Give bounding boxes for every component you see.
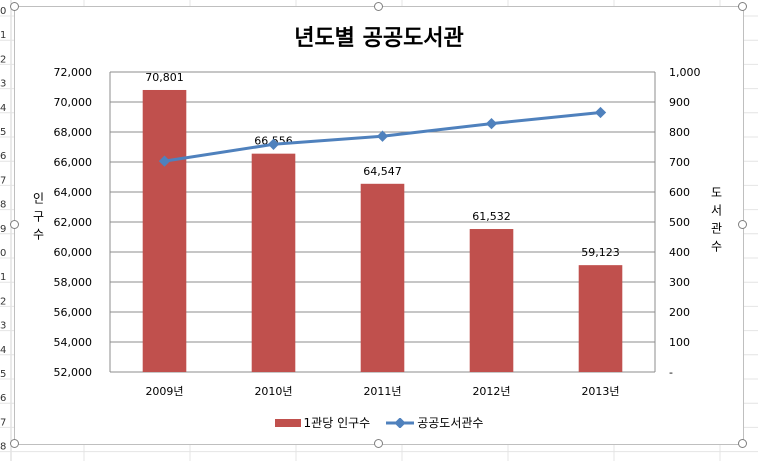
bar-data-label: 64,547 [363, 165, 402, 178]
legend-label-population: 1관당 인구수 [303, 416, 371, 430]
row-number: 7 [0, 175, 6, 186]
left-axis-tick-label: 68,000 [54, 126, 93, 139]
right-axis-title[interactable]: 도서관수 [709, 186, 723, 258]
right-axis-tick-label: 100 [669, 336, 690, 349]
row-number: 6 [0, 151, 6, 162]
left-axis-tick-label: 58,000 [54, 276, 93, 289]
legend-item-population[interactable]: 1관당 인구수 [274, 414, 371, 431]
legend-label-libraries: 공공도서관수 [417, 416, 484, 430]
left-axis-tick-label: 66,000 [54, 156, 93, 169]
resize-handle-top-left[interactable] [10, 2, 19, 11]
legend-item-libraries[interactable]: 공공도서관수 [386, 414, 483, 431]
row-number: 7 [0, 417, 6, 428]
right-axis-tick-label: 1,000 [669, 66, 701, 79]
row-number: 3 [0, 79, 6, 90]
legend[interactable]: 1관당 인구수 공공도서관수 [0, 414, 758, 431]
line-point [267, 138, 280, 150]
row-number: 8 [0, 200, 6, 211]
line-point [158, 155, 171, 167]
resize-handle-bottom-center[interactable] [374, 439, 383, 448]
legend-line-swatch [386, 417, 415, 428]
row-number: 2 [0, 296, 6, 307]
category-label: 2012년 [472, 385, 510, 398]
resize-handle-left[interactable] [10, 220, 19, 229]
left-axis-tick-label: 52,000 [54, 366, 93, 379]
resize-handle-top-right[interactable] [738, 2, 747, 11]
bar-data-label: 59,123 [581, 246, 620, 259]
line-point [594, 106, 607, 119]
row-number: 1 [0, 30, 6, 41]
row-number: 0 [0, 248, 6, 259]
left-axis-title[interactable]: 인구수 [31, 192, 45, 246]
category-label: 2011년 [363, 385, 401, 398]
line-point [485, 117, 498, 130]
right-axis-tick-label: - [669, 366, 673, 379]
bar [142, 89, 187, 373]
bar [578, 265, 623, 372]
chart-title[interactable]: 년도별 공공도서관 [294, 26, 464, 51]
row-number: 8 [0, 442, 6, 453]
row-number: 6 [0, 393, 6, 404]
category-label: 2009년 [145, 385, 183, 398]
row-number: 3 [0, 321, 6, 332]
bar-data-label: 70,801 [145, 71, 184, 84]
left-axis-tick-label: 70,000 [54, 96, 93, 109]
row-number: 1 [0, 272, 6, 283]
resize-handle-bottom-left[interactable] [10, 439, 19, 448]
bar-data-label: 61,532 [472, 210, 511, 223]
legend-bar-swatch [274, 418, 301, 427]
row-number: 5 [0, 369, 6, 380]
right-axis-tick-label: 400 [669, 246, 690, 259]
left-axis-tick-label: 62,000 [54, 216, 93, 229]
right-axis-tick-label: 300 [669, 276, 690, 289]
category-label: 2010년 [254, 385, 292, 398]
right-axis-tick-label: 200 [669, 306, 690, 319]
bar [251, 153, 296, 372]
right-axis-tick-label: 500 [669, 216, 690, 229]
category-label: 2013년 [581, 385, 619, 398]
left-axis-tick-label: 60,000 [54, 246, 93, 259]
line-point [376, 130, 389, 142]
row-number: 5 [0, 127, 6, 138]
bar [469, 229, 514, 372]
row-number: 4 [0, 345, 6, 356]
bar [360, 183, 405, 372]
right-axis-tick-label: 900 [669, 96, 690, 109]
row-number: 2 [0, 54, 6, 65]
left-axis-tick-label: 64,000 [54, 186, 93, 199]
right-axis-tick-label: 800 [669, 126, 690, 139]
left-axis-tick-label: 72,000 [54, 66, 93, 79]
left-axis-tick-label: 56,000 [54, 306, 93, 319]
row-number: 4 [0, 103, 6, 114]
row-number: 0 [0, 6, 6, 17]
left-axis-tick-label: 54,000 [54, 336, 93, 349]
right-axis-tick-label: 600 [669, 186, 690, 199]
resize-handle-right[interactable] [738, 220, 747, 229]
right-axis-tick-label: 700 [669, 156, 690, 169]
resize-handle-bottom-right[interactable] [738, 439, 747, 448]
row-number: 9 [0, 224, 6, 235]
resize-handle-top-center[interactable] [374, 2, 383, 11]
